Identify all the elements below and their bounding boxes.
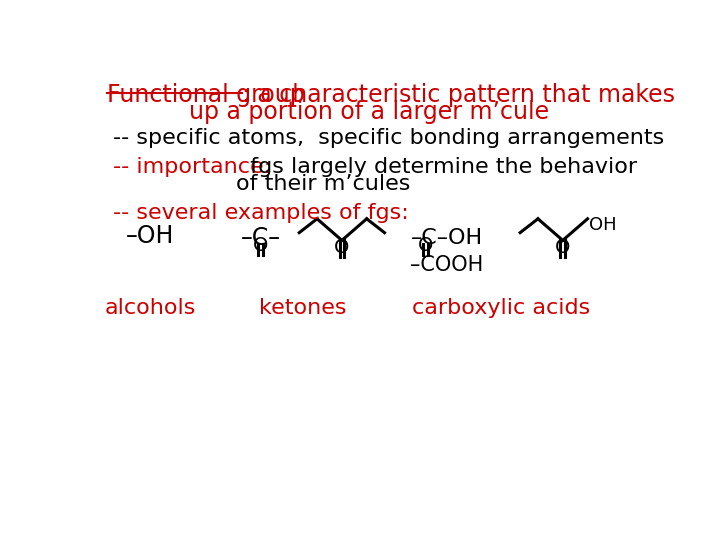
Text: –OH: –OH xyxy=(126,224,175,248)
Text: O: O xyxy=(555,238,570,257)
Text: –COOH: –COOH xyxy=(410,255,483,275)
Text: : a characteristic pattern that makes: : a characteristic pattern that makes xyxy=(242,83,675,106)
Text: O: O xyxy=(253,236,268,255)
Text: –C–: –C– xyxy=(240,226,281,250)
Text: up a portion of a larger m’cule: up a portion of a larger m’cule xyxy=(189,100,549,124)
Text: of their m’cules: of their m’cules xyxy=(235,174,410,194)
Text: alcohols: alcohols xyxy=(105,298,196,318)
Text: O: O xyxy=(334,238,350,257)
Text: Functional group: Functional group xyxy=(107,83,305,106)
Text: fgs largely determine the behavior: fgs largely determine the behavior xyxy=(235,157,636,177)
Text: carboxylic acids: carboxylic acids xyxy=(412,298,590,318)
Text: –C–OH: –C–OH xyxy=(410,228,482,248)
Text: ketones: ketones xyxy=(259,298,347,318)
Text: -- importance:: -- importance: xyxy=(113,157,271,177)
Text: O: O xyxy=(418,236,433,255)
Text: -- several examples of fgs:: -- several examples of fgs: xyxy=(113,204,409,224)
Text: OH: OH xyxy=(589,215,617,234)
Text: -- specific atoms,  specific bonding arrangements: -- specific atoms, specific bonding arra… xyxy=(113,128,665,148)
